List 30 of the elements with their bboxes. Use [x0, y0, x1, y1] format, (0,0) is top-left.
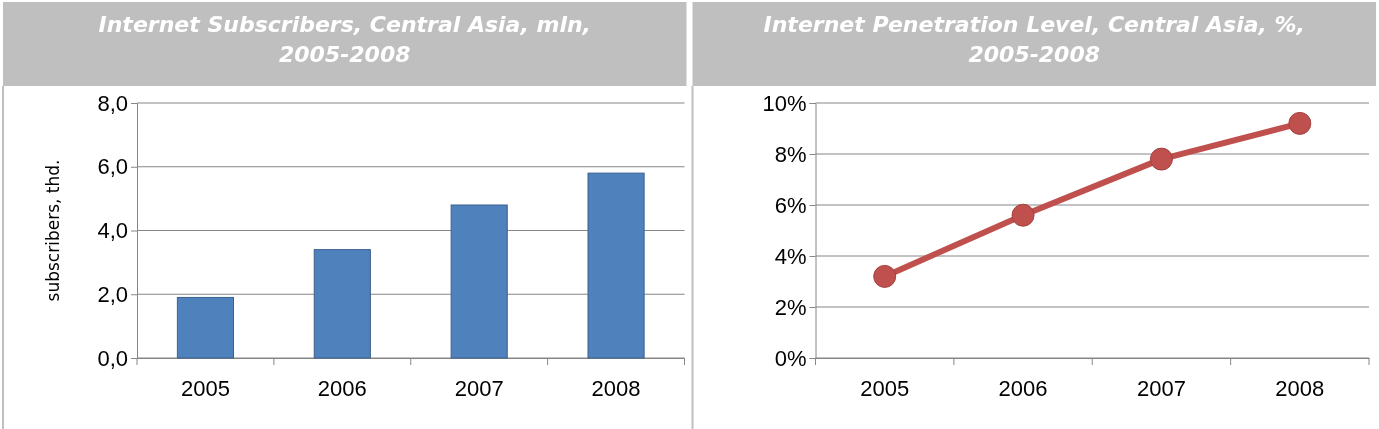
chart-title: Internet Penetration Level, Central Asia, %, 2005-2008	[763, 12, 1305, 67]
y-tick-label: 4%	[774, 243, 807, 269]
x-tick-label: 2007	[1136, 375, 1186, 401]
y-tick-label: 2%	[774, 294, 807, 320]
x-tick-label: 2007	[454, 375, 504, 401]
y-tick-label: 0,0	[97, 345, 128, 371]
y-tick-label: 6,0	[97, 154, 128, 180]
x-tick-label: 2006	[317, 375, 367, 401]
y-tick-label: 0%	[774, 345, 807, 371]
y-tick-label: 6%	[774, 192, 807, 218]
y-tick-label: 4,0	[97, 218, 128, 244]
y-tick-label: 8,0	[97, 90, 128, 116]
x-tick-label: 2008	[591, 375, 641, 401]
point	[1149, 147, 1173, 171]
bar	[313, 249, 371, 359]
point	[873, 264, 897, 288]
y-tick-label: 2,0	[97, 281, 128, 307]
chart-title: Internet Subscribers, Central Asia, mln, 2005-2008	[98, 12, 591, 67]
point	[1288, 111, 1312, 135]
x-tick-label: 2005	[180, 375, 230, 401]
x-tick-label: 2006	[998, 375, 1048, 401]
bar	[587, 172, 645, 359]
y-tick-label: 8%	[774, 141, 807, 167]
point	[1011, 203, 1035, 227]
y-axis-title: subscribers, thd.	[43, 159, 63, 302]
bar	[450, 204, 508, 359]
x-tick-label: 2005	[860, 375, 910, 401]
x-tick-label: 2008	[1275, 375, 1325, 401]
y-tick-label: 10%	[762, 90, 807, 116]
bar	[176, 296, 234, 359]
